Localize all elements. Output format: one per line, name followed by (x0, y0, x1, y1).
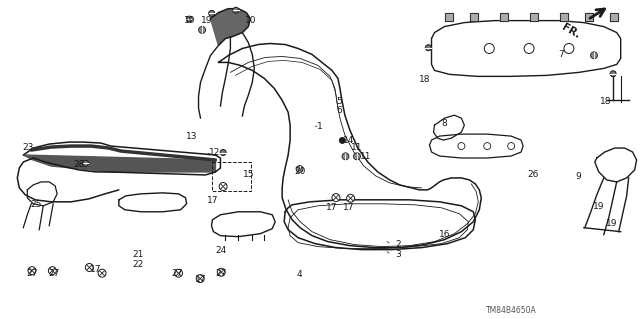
Text: 2: 2 (395, 240, 401, 249)
Text: 27: 27 (48, 269, 60, 278)
Text: 12: 12 (209, 148, 221, 157)
Circle shape (28, 267, 36, 275)
Text: 19: 19 (184, 16, 195, 25)
Text: TM84B4650A: TM84B4650A (486, 306, 536, 315)
Polygon shape (610, 13, 618, 21)
Text: 7: 7 (558, 49, 564, 59)
Circle shape (209, 11, 214, 16)
Text: 8: 8 (442, 119, 447, 129)
Circle shape (347, 194, 355, 202)
Circle shape (484, 143, 491, 150)
Text: 17: 17 (326, 203, 337, 212)
Circle shape (296, 166, 303, 173)
Polygon shape (470, 13, 478, 21)
Text: 20: 20 (294, 167, 305, 176)
Text: 16: 16 (438, 230, 450, 239)
Text: 17: 17 (207, 196, 219, 205)
Text: 18: 18 (419, 75, 431, 84)
Bar (212, 162, 251, 191)
Polygon shape (585, 13, 593, 21)
Circle shape (332, 194, 340, 202)
Circle shape (342, 153, 349, 160)
Text: 25: 25 (31, 200, 42, 209)
Text: 3: 3 (395, 250, 401, 259)
Circle shape (186, 16, 193, 22)
Circle shape (591, 52, 598, 59)
Text: 23: 23 (22, 143, 34, 152)
Text: 24: 24 (216, 247, 227, 256)
Text: 21: 21 (132, 250, 144, 259)
Circle shape (83, 160, 88, 166)
Text: 9: 9 (575, 172, 581, 181)
Text: 27: 27 (26, 269, 38, 278)
Text: 22: 22 (132, 260, 144, 270)
Circle shape (198, 26, 205, 33)
Text: 5: 5 (336, 97, 342, 106)
Text: 19: 19 (201, 16, 212, 25)
Circle shape (564, 43, 574, 54)
Circle shape (49, 267, 56, 275)
Circle shape (175, 269, 182, 277)
Circle shape (524, 43, 534, 54)
Polygon shape (530, 13, 538, 21)
Text: 11: 11 (360, 152, 372, 161)
Text: 4: 4 (297, 270, 303, 279)
Text: 17: 17 (195, 275, 206, 284)
Text: 17: 17 (90, 264, 102, 274)
Circle shape (98, 269, 106, 277)
Polygon shape (23, 155, 216, 172)
Text: 11: 11 (351, 143, 363, 152)
Polygon shape (211, 9, 250, 46)
Polygon shape (560, 13, 568, 21)
Circle shape (85, 263, 93, 271)
Polygon shape (500, 13, 508, 21)
Text: 19: 19 (606, 219, 618, 228)
Circle shape (426, 45, 431, 51)
Circle shape (353, 153, 360, 160)
Text: 26: 26 (528, 170, 539, 179)
Polygon shape (445, 13, 453, 21)
Text: 18: 18 (600, 97, 611, 106)
Circle shape (458, 143, 465, 150)
Text: 27: 27 (171, 269, 182, 278)
Text: 1: 1 (317, 122, 323, 131)
Circle shape (610, 71, 616, 77)
Text: 14: 14 (343, 136, 355, 145)
Circle shape (217, 268, 225, 276)
Text: 10: 10 (245, 16, 257, 25)
Text: 19: 19 (593, 202, 605, 211)
Text: 13: 13 (186, 132, 197, 141)
Circle shape (220, 150, 226, 155)
Text: 6: 6 (336, 106, 342, 115)
Text: FR.: FR. (560, 22, 582, 40)
Circle shape (508, 143, 515, 150)
Circle shape (339, 137, 346, 144)
Circle shape (484, 43, 494, 54)
Circle shape (196, 275, 204, 283)
Text: 15: 15 (243, 170, 254, 179)
Text: 27: 27 (216, 269, 227, 278)
Circle shape (233, 7, 239, 13)
Text: 28: 28 (74, 160, 85, 169)
Circle shape (219, 182, 227, 190)
Text: 17: 17 (343, 203, 355, 212)
